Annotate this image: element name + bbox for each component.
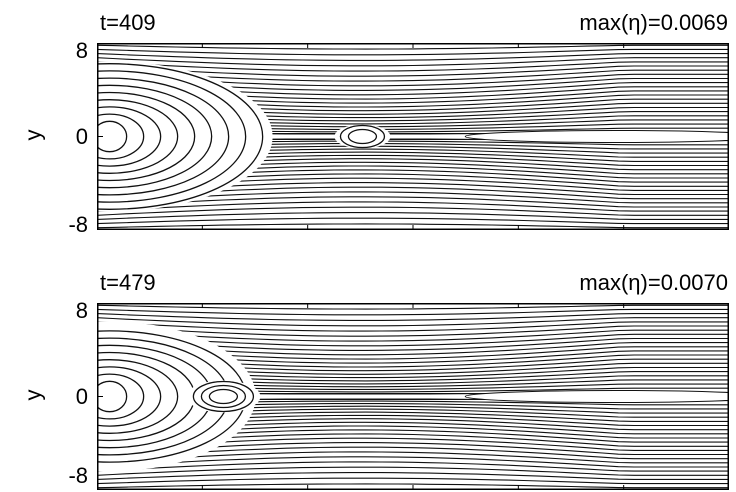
y-tick-label: 0: [75, 124, 88, 149]
island-contour: [97, 366, 162, 427]
island-contour: [97, 70, 247, 203]
island-backdrop: [334, 124, 391, 149]
field-line: [97, 321, 729, 332]
field-line: [97, 196, 729, 208]
island-contour: [347, 128, 378, 145]
max-eta-label: max(η)=0.0069: [579, 10, 728, 35]
island-contour: [339, 124, 386, 149]
field-line: [97, 201, 729, 212]
island-backdrop: [97, 61, 273, 212]
field-line: [97, 313, 729, 321]
max-eta-label: max(η)=0.0070: [579, 270, 728, 295]
y-tick-label: 8: [75, 38, 88, 63]
field-line: [97, 325, 729, 337]
contour-plot: [97, 43, 729, 230]
island-contour: [97, 84, 213, 189]
y-tick-label: 8: [75, 298, 88, 323]
field-line: [97, 53, 729, 61]
field-line: [97, 456, 729, 468]
field-line: [97, 461, 729, 472]
field-line: [97, 57, 729, 67]
contour-plot: [97, 303, 729, 490]
field-line: [97, 472, 729, 480]
island-contour: [97, 77, 230, 196]
field-line: [97, 477, 729, 485]
island-contour: [97, 113, 145, 160]
current-layer: [465, 130, 729, 143]
island-backdrop: [186, 380, 261, 413]
field-line: [97, 48, 729, 56]
time-label: t=409: [100, 10, 156, 35]
y-tick-label: -8: [68, 463, 88, 488]
current-layer: [465, 390, 729, 403]
field-line: [97, 466, 729, 476]
island-contour: [97, 63, 264, 210]
island-contour: [97, 359, 179, 434]
field-line: [97, 308, 729, 316]
island-contour: [200, 384, 247, 409]
field-line: [97, 212, 729, 220]
y-tick-label: 0: [75, 384, 88, 409]
island-contour: [97, 373, 145, 420]
field-line: [97, 61, 729, 72]
island-backdrop: [97, 321, 256, 472]
field-line: [97, 217, 729, 225]
island-contour: [97, 120, 128, 153]
island-contour: [192, 380, 255, 413]
current-layer-outline: [464, 130, 729, 143]
island-contour: [97, 106, 162, 167]
island-contour: [208, 388, 239, 405]
y-tick-label: -8: [68, 212, 88, 237]
time-label: t=479: [100, 270, 156, 295]
island-contour: [97, 380, 128, 413]
field-line: [97, 451, 729, 464]
field-line: [97, 206, 729, 216]
field-line: [97, 317, 729, 327]
field-line: [97, 329, 729, 342]
island-contour: [97, 99, 179, 174]
current-layer-outline: [464, 390, 729, 403]
island-contour: [97, 91, 196, 182]
field-line: [97, 65, 729, 77]
